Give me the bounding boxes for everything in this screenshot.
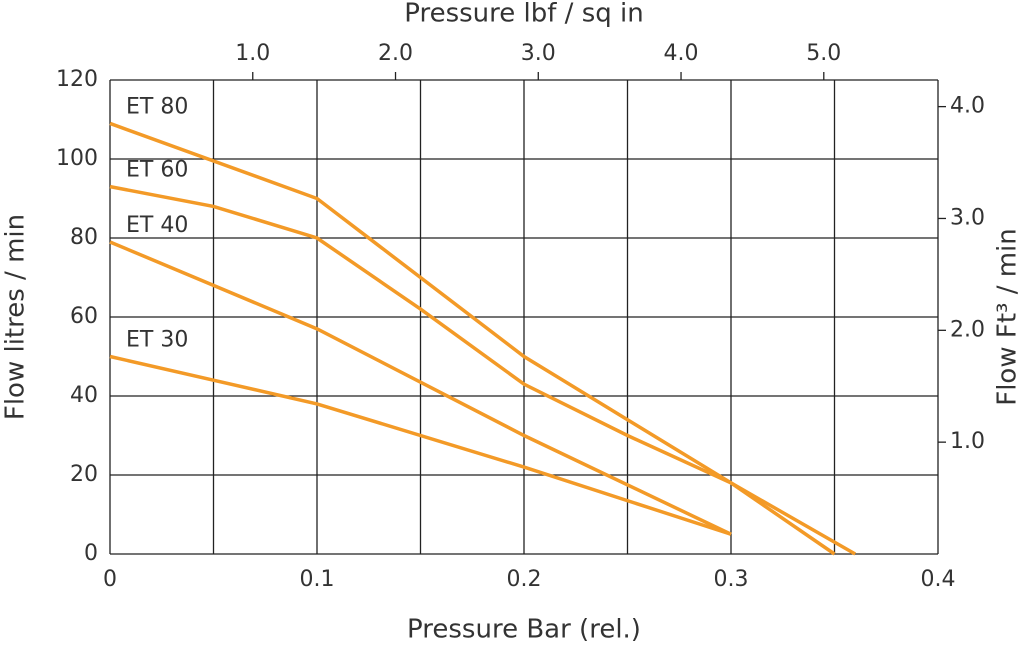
y-tick-label: 120 [56,67,98,92]
x2-axis-label: Pressure lbf / sq in [404,0,643,29]
y-tick-label: 60 [70,304,98,329]
x-axis-label: Pressure Bar (rel.) [407,615,641,645]
y2-tick-label: 4.0 [950,94,985,119]
x2-tick-label: 2.0 [378,41,413,66]
x-tick-label: 0.3 [714,567,749,592]
y2-tick-label: 2.0 [950,317,985,342]
series-label: ET 40 [126,213,188,238]
x2-tick-label: 5.0 [806,41,841,66]
x-tick-label: 0.4 [921,567,956,592]
y-axis-label: Flow litres / min [1,214,31,420]
x-tick-label: 0.1 [300,567,335,592]
series-line [109,184,836,556]
y2-tick-label: 1.0 [950,429,985,454]
x2-tick-label: 4.0 [664,41,699,66]
series-line [109,240,732,536]
x-tick-label: 0 [103,567,117,592]
series-label: ET 30 [126,328,188,353]
x2-tick-label: 1.0 [235,41,270,66]
series-line [109,121,857,556]
y-tick-label: 40 [70,383,98,408]
series-line [109,354,732,536]
x2-tick-label: 3.0 [521,41,556,66]
y-tick-label: 80 [70,225,98,250]
y-tick-label: 0 [84,541,98,566]
y2-tick-label: 3.0 [950,205,985,230]
series-label: ET 60 [126,158,188,183]
y2-axis-label: Flow Ft³ / min [993,228,1023,406]
x-tick-label: 0.2 [507,567,542,592]
y-tick-label: 100 [56,146,98,171]
series-label: ET 80 [126,94,188,119]
y-tick-label: 20 [70,462,98,487]
